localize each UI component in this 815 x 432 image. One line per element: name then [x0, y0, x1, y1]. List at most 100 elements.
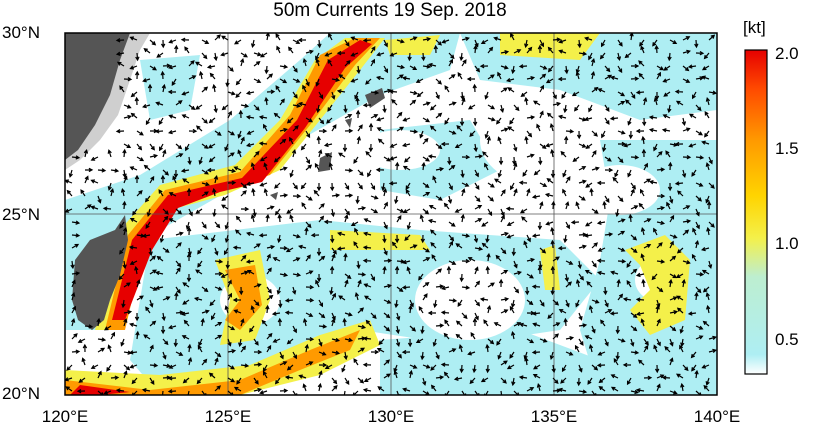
current-arrow — [656, 374, 665, 379]
current-arrow — [499, 104, 505, 113]
current-arrow — [286, 117, 294, 124]
current-arrow — [681, 117, 687, 127]
current-arrow — [342, 317, 347, 327]
current-arrow — [249, 325, 255, 333]
current-arrow — [563, 104, 568, 114]
current-arrow — [695, 130, 703, 136]
current-arrow — [363, 283, 372, 288]
current-arrow — [415, 338, 424, 344]
current-arrow — [135, 330, 140, 340]
current-arrow — [145, 117, 151, 126]
current-arrow — [158, 189, 164, 197]
current-arrow — [526, 257, 536, 263]
current-arrow — [344, 39, 350, 47]
current-arrow — [305, 361, 314, 366]
colorbar-tick-0-5: 0.5 — [775, 330, 799, 349]
current-arrow — [640, 227, 646, 236]
current-arrow — [690, 351, 697, 359]
current-arrow — [695, 104, 702, 112]
current-arrow — [497, 169, 502, 178]
current-arrow — [292, 65, 298, 73]
current-arrow — [240, 254, 247, 262]
current-arrow — [651, 273, 658, 281]
current-arrow — [71, 333, 78, 340]
current-arrow — [474, 280, 481, 288]
current-arrow — [194, 61, 203, 67]
current-arrow — [635, 128, 645, 134]
current-arrow — [628, 130, 634, 140]
current-arrow — [630, 325, 638, 332]
current-arrow — [485, 234, 490, 244]
current-arrow — [184, 46, 190, 54]
current-arrow — [274, 377, 281, 385]
current-arrow — [604, 338, 609, 347]
current-arrow — [175, 351, 184, 356]
current-arrow — [396, 111, 403, 119]
current-arrow — [682, 65, 690, 72]
current-arrow — [214, 286, 223, 291]
current-arrow — [695, 182, 704, 187]
current-arrow — [158, 117, 164, 126]
current-arrow — [635, 388, 645, 393]
current-arrow — [389, 156, 398, 161]
current-arrow — [370, 273, 375, 282]
current-arrow — [344, 59, 351, 67]
current-arrow — [506, 234, 515, 239]
current-arrow — [381, 182, 386, 192]
current-arrow — [104, 325, 112, 331]
current-arrow — [277, 234, 282, 244]
current-arrow — [305, 130, 311, 139]
current-arrow — [457, 71, 463, 80]
current-arrow — [305, 117, 314, 123]
current-arrow — [641, 135, 646, 145]
current-arrow — [429, 125, 437, 132]
current-arrow — [474, 246, 484, 251]
current-arrow — [519, 208, 528, 214]
current-arrow — [558, 309, 567, 314]
current-arrow — [128, 350, 138, 355]
lon-label-140e: 140°E — [693, 407, 741, 426]
current-arrow — [284, 310, 294, 315]
current-arrow — [305, 270, 314, 275]
current-arrow — [461, 154, 471, 160]
current-arrow — [318, 203, 325, 210]
current-arrow — [630, 63, 640, 69]
current-arrow — [362, 38, 372, 43]
current-arrow — [538, 156, 543, 166]
current-arrow — [331, 247, 337, 255]
current-arrow — [519, 322, 528, 327]
current-arrow — [422, 281, 430, 288]
current-arrow — [149, 299, 154, 308]
current-arrow — [396, 351, 402, 359]
current-arrow — [600, 319, 606, 327]
current-arrow — [316, 247, 322, 257]
current-arrow — [328, 33, 333, 41]
current-arrow — [487, 117, 496, 122]
current-arrow — [159, 234, 165, 243]
current-arrow — [430, 384, 437, 392]
current-arrow — [500, 189, 506, 197]
current-arrow — [565, 336, 575, 341]
current-arrow — [679, 325, 684, 334]
current-arrow — [300, 182, 307, 190]
current-arrow — [223, 247, 229, 256]
current-arrow — [82, 343, 88, 353]
current-arrow — [76, 388, 86, 394]
current-arrow — [221, 204, 229, 210]
current-arrow — [682, 364, 689, 372]
current-arrow — [469, 130, 476, 137]
current-arrow — [648, 127, 658, 133]
current-arrow — [473, 44, 478, 54]
current-arrow — [238, 109, 244, 119]
current-arrow — [214, 34, 221, 41]
current-arrow — [458, 344, 463, 353]
current-arrow — [532, 374, 541, 379]
current-arrow — [357, 377, 365, 384]
current-arrow — [630, 205, 639, 210]
current-arrow — [121, 299, 126, 309]
current-arrow — [213, 104, 218, 114]
current-arrow — [597, 88, 606, 93]
current-arrow — [695, 155, 705, 160]
current-arrow — [123, 370, 128, 379]
current-arrow — [149, 255, 157, 262]
